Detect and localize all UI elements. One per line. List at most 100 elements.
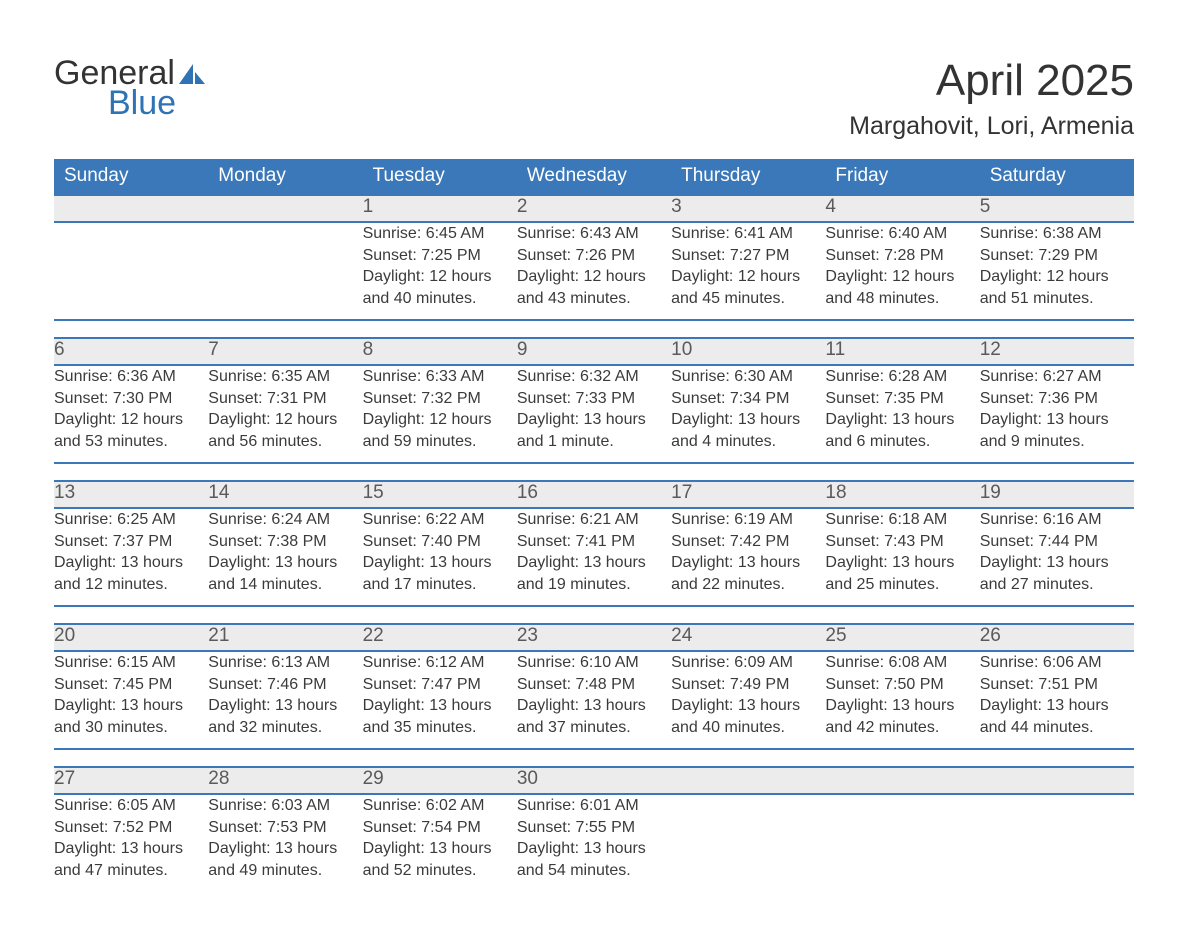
daylight-text: Daylight: 13 hours and 52 minutes. bbox=[363, 838, 517, 881]
day-number-cell: 16 bbox=[517, 481, 671, 508]
day-content-cell bbox=[825, 794, 979, 892]
sunrise-text: Sunrise: 6:01 AM bbox=[517, 795, 671, 817]
sunrise-text: Sunrise: 6:13 AM bbox=[208, 652, 362, 674]
week-spacer bbox=[54, 463, 1134, 481]
sunrise-text: Sunrise: 6:15 AM bbox=[54, 652, 208, 674]
week-content-row: Sunrise: 6:25 AMSunset: 7:37 PMDaylight:… bbox=[54, 508, 1134, 606]
daylight-text: Daylight: 13 hours and 37 minutes. bbox=[517, 695, 671, 738]
daylight-text: Daylight: 13 hours and 4 minutes. bbox=[671, 409, 825, 452]
sunrise-text: Sunrise: 6:08 AM bbox=[825, 652, 979, 674]
day-number-cell: 1 bbox=[363, 195, 517, 222]
day-number-cell: 4 bbox=[825, 195, 979, 222]
day-content-cell bbox=[980, 794, 1134, 892]
daylight-text: Daylight: 13 hours and 12 minutes. bbox=[54, 552, 208, 595]
sunset-text: Sunset: 7:52 PM bbox=[54, 817, 208, 839]
day-content-cell: Sunrise: 6:13 AMSunset: 7:46 PMDaylight:… bbox=[208, 651, 362, 749]
day-number-cell: 17 bbox=[671, 481, 825, 508]
day-content-cell: Sunrise: 6:30 AMSunset: 7:34 PMDaylight:… bbox=[671, 365, 825, 463]
daylight-text: Daylight: 13 hours and 19 minutes. bbox=[517, 552, 671, 595]
day-number-cell: 5 bbox=[980, 195, 1134, 222]
sunrise-text: Sunrise: 6:45 AM bbox=[363, 223, 517, 245]
sunset-text: Sunset: 7:31 PM bbox=[208, 388, 362, 410]
day-content-cell: Sunrise: 6:03 AMSunset: 7:53 PMDaylight:… bbox=[208, 794, 362, 892]
daylight-text: Daylight: 13 hours and 32 minutes. bbox=[208, 695, 362, 738]
daylight-text: Daylight: 12 hours and 51 minutes. bbox=[980, 266, 1134, 309]
day-content-cell: Sunrise: 6:35 AMSunset: 7:31 PMDaylight:… bbox=[208, 365, 362, 463]
daylight-text: Daylight: 13 hours and 54 minutes. bbox=[517, 838, 671, 881]
week-spacer bbox=[54, 749, 1134, 767]
day-number-cell: 13 bbox=[54, 481, 208, 508]
daylight-text: Daylight: 12 hours and 45 minutes. bbox=[671, 266, 825, 309]
day-content-cell: Sunrise: 6:05 AMSunset: 7:52 PMDaylight:… bbox=[54, 794, 208, 892]
day-number-cell bbox=[208, 195, 362, 222]
sunset-text: Sunset: 7:37 PM bbox=[54, 531, 208, 553]
sunset-text: Sunset: 7:48 PM bbox=[517, 674, 671, 696]
sunrise-text: Sunrise: 6:40 AM bbox=[825, 223, 979, 245]
day-number-cell: 11 bbox=[825, 338, 979, 365]
sunset-text: Sunset: 7:28 PM bbox=[825, 245, 979, 267]
sunset-text: Sunset: 7:49 PM bbox=[671, 674, 825, 696]
daylight-text: Daylight: 13 hours and 35 minutes. bbox=[363, 695, 517, 738]
day-number-cell bbox=[671, 767, 825, 794]
day-content-cell: Sunrise: 6:41 AMSunset: 7:27 PMDaylight:… bbox=[671, 222, 825, 320]
sunset-text: Sunset: 7:42 PM bbox=[671, 531, 825, 553]
sunrise-text: Sunrise: 6:19 AM bbox=[671, 509, 825, 531]
sunset-text: Sunset: 7:29 PM bbox=[980, 245, 1134, 267]
page-header: General Blue April 2025 Margahovit, Lori… bbox=[54, 56, 1134, 141]
day-content-cell: Sunrise: 6:09 AMSunset: 7:49 PMDaylight:… bbox=[671, 651, 825, 749]
day-content-cell: Sunrise: 6:10 AMSunset: 7:48 PMDaylight:… bbox=[517, 651, 671, 749]
sunrise-text: Sunrise: 6:28 AM bbox=[825, 366, 979, 388]
day-content-cell: Sunrise: 6:27 AMSunset: 7:36 PMDaylight:… bbox=[980, 365, 1134, 463]
day-number-cell: 15 bbox=[363, 481, 517, 508]
sunset-text: Sunset: 7:53 PM bbox=[208, 817, 362, 839]
sunrise-text: Sunrise: 6:25 AM bbox=[54, 509, 208, 531]
day-content-cell: Sunrise: 6:12 AMSunset: 7:47 PMDaylight:… bbox=[363, 651, 517, 749]
sunset-text: Sunset: 7:46 PM bbox=[208, 674, 362, 696]
sunrise-text: Sunrise: 6:22 AM bbox=[363, 509, 517, 531]
month-title: April 2025 bbox=[849, 56, 1134, 106]
day-content-cell: Sunrise: 6:28 AMSunset: 7:35 PMDaylight:… bbox=[825, 365, 979, 463]
sunset-text: Sunset: 7:41 PM bbox=[517, 531, 671, 553]
sunset-text: Sunset: 7:26 PM bbox=[517, 245, 671, 267]
sunrise-text: Sunrise: 6:33 AM bbox=[363, 366, 517, 388]
sunset-text: Sunset: 7:32 PM bbox=[363, 388, 517, 410]
day-content-cell: Sunrise: 6:38 AMSunset: 7:29 PMDaylight:… bbox=[980, 222, 1134, 320]
sunset-text: Sunset: 7:47 PM bbox=[363, 674, 517, 696]
sunset-text: Sunset: 7:30 PM bbox=[54, 388, 208, 410]
sunset-text: Sunset: 7:38 PM bbox=[208, 531, 362, 553]
day-content-cell: Sunrise: 6:24 AMSunset: 7:38 PMDaylight:… bbox=[208, 508, 362, 606]
week-daynum-row: 13141516171819 bbox=[54, 481, 1134, 508]
day-number-cell: 21 bbox=[208, 624, 362, 651]
day-content-cell: Sunrise: 6:19 AMSunset: 7:42 PMDaylight:… bbox=[671, 508, 825, 606]
daylight-text: Daylight: 13 hours and 44 minutes. bbox=[980, 695, 1134, 738]
day-content-cell: Sunrise: 6:43 AMSunset: 7:26 PMDaylight:… bbox=[517, 222, 671, 320]
sunset-text: Sunset: 7:45 PM bbox=[54, 674, 208, 696]
sunset-text: Sunset: 7:44 PM bbox=[980, 531, 1134, 553]
day-content-cell: Sunrise: 6:06 AMSunset: 7:51 PMDaylight:… bbox=[980, 651, 1134, 749]
daylight-text: Daylight: 12 hours and 48 minutes. bbox=[825, 266, 979, 309]
sunrise-text: Sunrise: 6:21 AM bbox=[517, 509, 671, 531]
daylight-text: Daylight: 13 hours and 6 minutes. bbox=[825, 409, 979, 452]
weekday-header: Saturday bbox=[980, 159, 1134, 195]
week-content-row: Sunrise: 6:05 AMSunset: 7:52 PM Daylight:… bbox=[54, 794, 1134, 892]
day-number-cell: 10 bbox=[671, 338, 825, 365]
sunset-text: Sunset: 7:25 PM bbox=[363, 245, 517, 267]
day-number-cell: 27 bbox=[54, 767, 208, 794]
day-content-cell: Sunrise: 6:32 AMSunset: 7:33 PMDaylight:… bbox=[517, 365, 671, 463]
week-daynum-row: 6789101112 bbox=[54, 338, 1134, 365]
sunrise-text: Sunrise: 6:09 AM bbox=[671, 652, 825, 674]
daylight-text: Daylight: 13 hours and 1 minute. bbox=[517, 409, 671, 452]
day-number-cell: 30 bbox=[517, 767, 671, 794]
sunrise-text: Sunrise: 6:35 AM bbox=[208, 366, 362, 388]
day-number-cell: 22 bbox=[363, 624, 517, 651]
day-content-cell bbox=[671, 794, 825, 892]
daylight-text: Daylight: 13 hours and 9 minutes. bbox=[980, 409, 1134, 452]
day-number-cell: 19 bbox=[980, 481, 1134, 508]
day-number-cell: 8 bbox=[363, 338, 517, 365]
weekday-header: Wednesday bbox=[517, 159, 671, 195]
week-daynum-row: 27282930 bbox=[54, 767, 1134, 794]
day-content-cell: Sunrise: 6:45 AMSunset: 7:25 PMDaylight:… bbox=[363, 222, 517, 320]
daylight-text: Daylight: 13 hours and 30 minutes. bbox=[54, 695, 208, 738]
week-content-row: Sunrise: 6:36 AMSunset: 7:30 PMDaylight:… bbox=[54, 365, 1134, 463]
sunrise-text: Sunrise: 6:05 AM bbox=[54, 795, 208, 817]
